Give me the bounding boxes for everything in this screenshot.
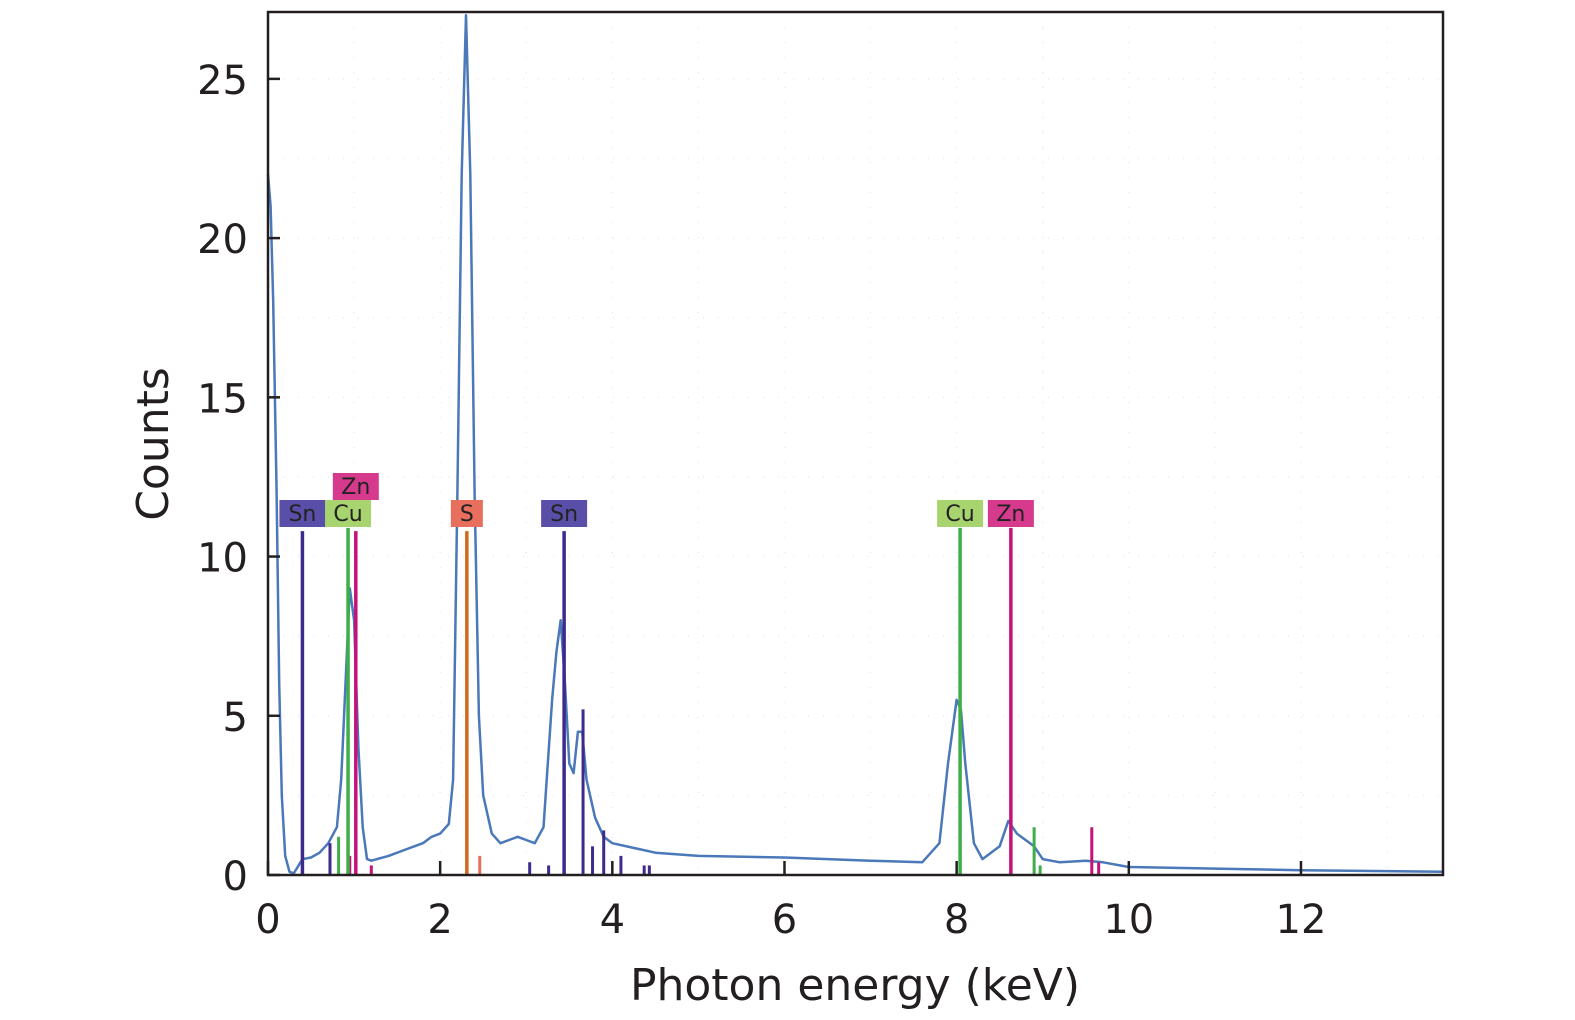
y-tick-label: 5 <box>223 695 248 741</box>
element-label: Sn <box>550 502 578 527</box>
x-tick-label: 4 <box>600 897 625 943</box>
element-label: Zn <box>341 475 370 500</box>
element-label: Sn <box>288 502 316 527</box>
x-tick-label: 0 <box>255 897 280 943</box>
y-tick-label: 0 <box>223 854 248 900</box>
element-marker-s: S <box>450 500 483 875</box>
y-axis-title: Counts <box>128 367 179 521</box>
y-tick-label: 20 <box>197 217 248 263</box>
y-tick-label: 10 <box>197 536 248 582</box>
element-label-box <box>937 500 984 527</box>
x-tick-label: 8 <box>944 897 969 943</box>
x-tick-label: 12 <box>1276 897 1327 943</box>
x-axis: 0 2 4 6 8 10 12 <box>255 861 1326 943</box>
element-marker-sn: Sn <box>279 500 326 875</box>
x-tick-label: 10 <box>1103 897 1154 943</box>
element-marker-zn: Zn <box>987 500 1034 875</box>
element-marker-zn: Zn <box>332 473 379 875</box>
grid <box>267 12 1443 876</box>
element-label-box <box>450 500 483 527</box>
spectrum-line <box>266 13 1444 875</box>
element-label-box <box>987 500 1034 527</box>
element-label: Cu <box>945 502 974 527</box>
y-axis: 0 5 10 15 20 25 <box>197 58 280 900</box>
spectrum-series <box>266 13 1444 875</box>
x-tick-label: 2 <box>427 897 452 943</box>
element-marker-cu: Cu <box>325 500 372 875</box>
element-label-box <box>332 473 379 500</box>
y-tick-label: 25 <box>197 58 248 104</box>
y-tick-label: 15 <box>197 376 248 422</box>
plot-frame <box>266 10 1445 877</box>
x-tick-label: 6 <box>772 897 797 943</box>
element-label: Zn <box>996 502 1025 527</box>
element-label: Cu <box>333 502 362 527</box>
element-marker-sn: Sn <box>541 500 588 875</box>
x-axis-title: Photon energy (keV) <box>630 960 1080 1011</box>
element-label: S <box>460 502 474 527</box>
element-label-box <box>325 500 372 527</box>
element-label-box <box>541 500 588 527</box>
element-label-box <box>279 500 326 527</box>
element-marker-cu: Cu <box>937 500 984 875</box>
